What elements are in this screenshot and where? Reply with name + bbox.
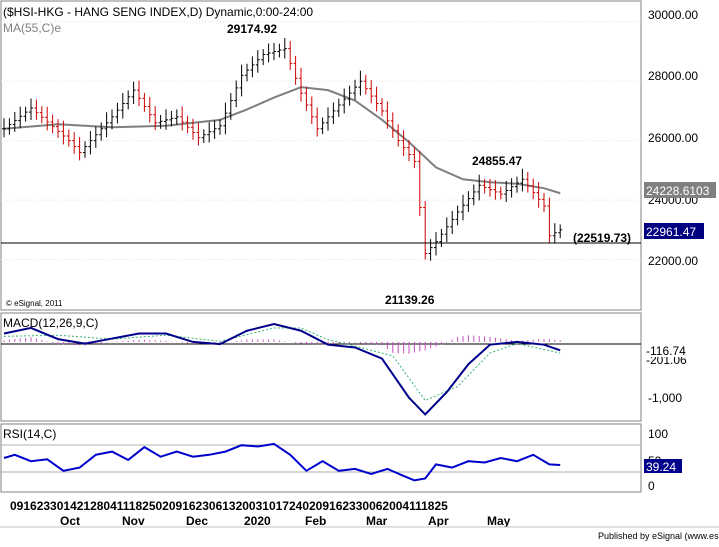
copyright-label: © eSignal, 2011 (6, 299, 63, 308)
x-day-labels: 0916233014212804111825020916230613200310… (10, 499, 448, 513)
rsi-pane: RSI(14,C) 100 50 0 39.24 (0, 423, 682, 493)
rsi-y-tick-0: 0 (648, 479, 655, 493)
x-month-label-0: Oct (60, 514, 80, 528)
x-month-label-7: May (487, 514, 511, 528)
low-annotation: 21139.26 (385, 293, 435, 307)
y-tick-28000: 28000.00 (648, 69, 698, 83)
swing-annotation: 24855.47 (472, 154, 522, 168)
rsi-line (3, 442, 561, 482)
ma-line (3, 86, 561, 195)
y-tick-30000: 30000.00 (648, 8, 698, 22)
x-month-label-3: 2020 (244, 514, 271, 528)
x-month-label-2: Dec (186, 514, 208, 528)
x-month-label-5: Mar (366, 514, 388, 528)
rsi-y-tick-100: 100 (648, 427, 668, 441)
ma-indicator-label: MA(55,C)e (3, 21, 61, 35)
last-price-box (644, 223, 704, 239)
macd-pane: MACD(12,26,9,C) -201.06 -116.74 -1,000 (0, 312, 692, 422)
price-pane: ($HSI-HKG - HANG SENG INDEX,D) Dynamic,0… (0, 0, 642, 311)
footer-publisher: Published by eSignal (www.esignal.com) (598, 531, 719, 541)
macd-signal-line (3, 327, 561, 402)
chart-title: ($HSI-HKG - HANG SENG INDEX,D) Dynamic,0… (3, 5, 313, 19)
price-axis: 30000.00 28000.00 26000.00 24000.00 2200… (644, 8, 716, 268)
macd-value-box (644, 343, 692, 357)
x-month-label-4: Feb (305, 514, 326, 528)
x-month-label-1: Nov (122, 514, 145, 528)
last-price-box-label: 22961.47 (646, 225, 696, 239)
support-label: (22519.73) (573, 231, 631, 245)
rsi-title: RSI(14,C) (3, 427, 56, 441)
time-axis: 0916233014212804111825020916230613200310… (10, 499, 511, 528)
macd-line (3, 323, 561, 416)
y-tick-22000: 22000.00 (648, 254, 698, 268)
macd-title: MACD(12,26,9,C) (3, 316, 98, 330)
rsi-value-box (644, 459, 682, 473)
x-month-label-6: Apr (428, 514, 449, 528)
high-annotation: 29174.92 (227, 22, 277, 36)
y-tick-26000: 26000.00 (648, 131, 698, 145)
macd-y-tick: -1,000 (648, 391, 682, 405)
macd-value-box-label: -116.74 (646, 344, 686, 358)
ma-price-box (644, 182, 716, 198)
ma-price-box-label: 24228.6103 (646, 184, 710, 198)
rsi-value-box-label: 39.24 (646, 460, 676, 474)
